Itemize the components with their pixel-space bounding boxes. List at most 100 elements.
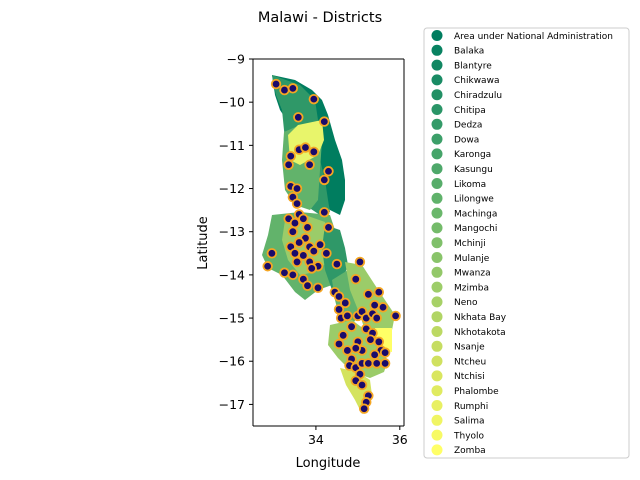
legend-label: Machinga — [454, 209, 497, 219]
legend-marker — [431, 118, 443, 130]
legend-marker — [431, 385, 443, 397]
legend-marker — [431, 266, 443, 278]
y-tick-label: −17 — [219, 397, 245, 412]
legend-label: Rumphi — [454, 402, 488, 412]
district-point — [356, 379, 368, 391]
legend-marker — [431, 414, 443, 426]
region-central-east — [322, 225, 348, 290]
district-point — [293, 112, 304, 123]
legend-marker — [431, 222, 443, 234]
legend-marker — [431, 340, 443, 352]
district-point — [306, 263, 317, 274]
district-point — [369, 299, 380, 311]
legend-marker — [431, 370, 443, 382]
district-point — [289, 248, 301, 259]
legend-label: Chitipa — [454, 106, 486, 116]
legend-marker — [431, 400, 443, 411]
legend-label: Lilongwe — [454, 195, 494, 205]
district-point — [270, 78, 282, 90]
legend-label: Ntchisi — [454, 372, 485, 382]
district-point — [373, 336, 385, 348]
district-point — [302, 222, 313, 233]
district-point — [390, 310, 401, 322]
y-tick-label: −10 — [219, 95, 245, 110]
legend-marker — [431, 355, 443, 367]
district-point — [377, 302, 389, 313]
district-point — [287, 226, 299, 237]
legend-marker — [431, 104, 443, 115]
district-point — [266, 248, 278, 259]
legend-marker — [431, 178, 443, 189]
district-point — [304, 159, 315, 170]
district-point — [350, 274, 361, 285]
legend-marker — [431, 252, 443, 263]
district-point — [285, 150, 296, 162]
legend-label: Phalombe — [454, 387, 499, 397]
district-point — [293, 237, 305, 248]
y-tick-label: −12 — [219, 181, 245, 196]
district-point — [289, 217, 301, 229]
district-point — [298, 213, 309, 224]
legend: Area under National Administration Balaka… — [423, 27, 630, 459]
legend-marker — [431, 311, 443, 323]
district-point — [319, 174, 330, 186]
district-point — [262, 261, 273, 272]
legend-label: Mulanje — [454, 254, 490, 264]
chart-title: Malawi - Districts — [258, 10, 382, 26]
x-tick-label: 36 — [392, 432, 408, 447]
legend-marker — [431, 163, 443, 175]
legend-label: Area under National Administration — [454, 32, 613, 42]
legend-label: Dowa — [454, 135, 479, 145]
legend-label: Nsanje — [454, 343, 485, 353]
district-point — [319, 207, 330, 218]
legend-marker — [431, 326, 443, 337]
district-point — [308, 146, 320, 158]
legend-label: Ntcheu — [454, 357, 486, 367]
district-point — [300, 142, 311, 153]
district-point — [371, 358, 382, 369]
district-point — [321, 248, 332, 259]
legend-box — [423, 27, 630, 459]
legend-label: Mangochi — [454, 224, 497, 234]
district-point — [308, 93, 320, 105]
legend-label: Zomba — [454, 446, 486, 456]
district-point — [358, 403, 370, 414]
district-point — [337, 330, 349, 341]
legend-label: Likoma — [454, 180, 486, 190]
legend-marker — [431, 89, 443, 101]
legend-marker — [431, 59, 443, 71]
legend-marker — [431, 74, 443, 86]
district-point — [363, 358, 374, 369]
district-point — [287, 269, 299, 281]
y-tick-label: −9 — [227, 52, 245, 67]
legend-marker — [431, 296, 443, 308]
legend-label: Mzimba — [454, 283, 489, 293]
x-ticks: 34 36 — [308, 426, 408, 447]
y-tick-label: −16 — [219, 354, 245, 369]
x-tick-label: 34 — [308, 432, 324, 447]
district-point — [379, 347, 391, 358]
legend-label: Neno — [454, 298, 478, 308]
district-point — [279, 267, 290, 278]
district-point — [342, 345, 353, 356]
district-point — [373, 286, 385, 298]
district-point — [365, 334, 376, 345]
district-point — [323, 222, 334, 233]
legend-marker — [431, 44, 443, 56]
district-point — [340, 297, 351, 309]
legend-label: Thyolo — [453, 431, 485, 441]
district-point — [331, 258, 343, 270]
legend-marker — [431, 192, 443, 204]
legend-marker — [431, 133, 443, 145]
legend-label: Nkhata Bay — [454, 313, 507, 323]
legend-marker — [431, 148, 443, 160]
legend-label: Nkhotakota — [454, 328, 506, 338]
district-point — [379, 358, 391, 369]
district-point — [319, 116, 330, 127]
district-point — [369, 349, 380, 360]
district-point — [283, 159, 294, 170]
district-point — [363, 289, 374, 300]
legend-marker — [431, 207, 443, 219]
legend-label: Mchinji — [454, 239, 486, 249]
